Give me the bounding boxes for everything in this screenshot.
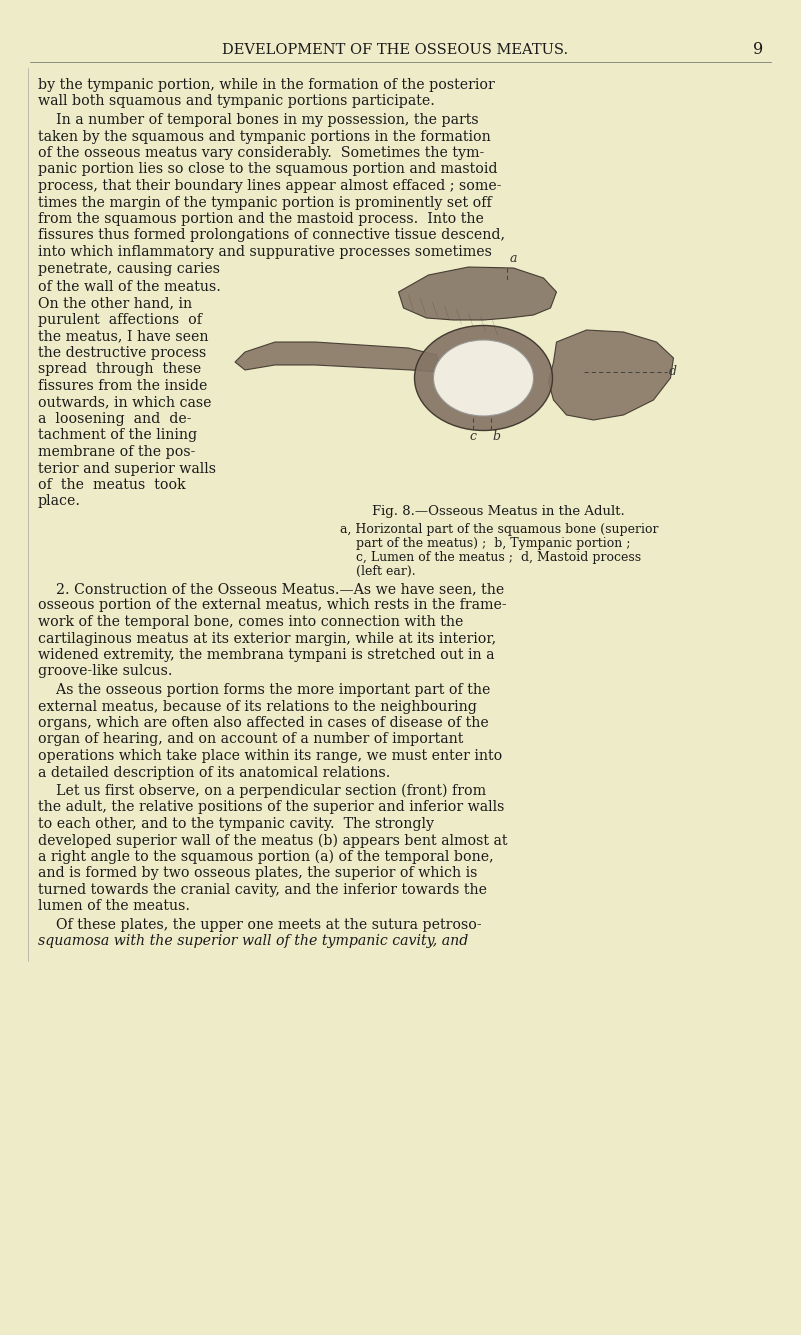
Bar	[235, 266, 762, 501]
Text: by the tympanic portion, while in the formation of the posterior: by the tympanic portion, while in the fo…	[38, 77, 495, 92]
Text: developed superior wall of the meatus (b) appears bent almost at: developed superior wall of the meatus (b…	[38, 833, 508, 848]
Text: As the osseous portion forms the more important part of the: As the osseous portion forms the more im…	[38, 684, 490, 697]
Text: penetrate, causing caries: penetrate, causing caries	[38, 262, 220, 275]
Text: DEVELOPMENT OF THE OSSEOUS MEATUS.: DEVELOPMENT OF THE OSSEOUS MEATUS.	[222, 43, 568, 57]
Text: organs, which are often also affected in cases of disease of the: organs, which are often also affected in…	[38, 716, 489, 730]
Polygon shape	[399, 267, 557, 320]
Text: of the wall of the meatus.: of the wall of the meatus.	[38, 280, 221, 294]
Text: a: a	[509, 252, 517, 266]
Text: 2. Construction of the Osseous Meatus.—As we have seen, the: 2. Construction of the Osseous Meatus.—A…	[38, 582, 505, 595]
Text: to each other, and to the tympanic cavity.  The strongly: to each other, and to the tympanic cavit…	[38, 817, 434, 830]
Text: taken by the squamous and tympanic portions in the formation: taken by the squamous and tympanic porti…	[38, 129, 491, 143]
Polygon shape	[549, 330, 674, 421]
Text: c, Lumen of the meatus ;  d, Mastoid process: c, Lumen of the meatus ; d, Mastoid proc…	[340, 551, 641, 563]
Text: the destructive process: the destructive process	[38, 346, 206, 360]
Text: c: c	[469, 430, 477, 443]
Text: a, Horizontal part of the squamous bone (superior: a, Horizontal part of the squamous bone …	[340, 523, 658, 535]
Text: squamosa with the superior wall of the tympanic cavity, and: squamosa with the superior wall of the t…	[38, 934, 469, 948]
Text: into which inflammatory and suppurative processes sometimes: into which inflammatory and suppurative …	[38, 246, 492, 259]
Text: 9: 9	[753, 41, 763, 59]
Text: and is formed by two osseous plates, the superior of which is: and is formed by two osseous plates, the…	[38, 866, 477, 881]
Text: process, that their boundary lines appear almost effaced ; some-: process, that their boundary lines appea…	[38, 179, 501, 194]
Text: wall both squamous and tympanic portions participate.: wall both squamous and tympanic portions…	[38, 95, 435, 108]
Text: terior and superior walls: terior and superior walls	[38, 462, 216, 475]
Text: b: b	[493, 430, 501, 443]
Text: place.: place.	[38, 494, 81, 509]
Text: external meatus, because of its relations to the neighbouring: external meatus, because of its relation…	[38, 700, 477, 713]
Text: organ of hearing, and on account of a number of important: organ of hearing, and on account of a nu…	[38, 733, 463, 746]
Ellipse shape	[433, 340, 533, 417]
Text: Fig. 8.—Osseous Meatus in the Adult.: Fig. 8.—Osseous Meatus in the Adult.	[372, 505, 625, 518]
Text: tachment of the lining: tachment of the lining	[38, 429, 197, 442]
Text: osseous portion of the external meatus, which rests in the frame-: osseous portion of the external meatus, …	[38, 598, 506, 613]
Text: In a number of temporal bones in my possession, the parts: In a number of temporal bones in my poss…	[38, 113, 479, 127]
Text: d: d	[669, 364, 677, 378]
Polygon shape	[235, 342, 441, 372]
Text: Of these plates, the upper one meets at the sutura petroso-: Of these plates, the upper one meets at …	[38, 918, 481, 932]
Text: from the squamous portion and the mastoid process.  Into the: from the squamous portion and the mastoi…	[38, 212, 484, 226]
Text: widened extremity, the membrana tympani is stretched out in a: widened extremity, the membrana tympani …	[38, 647, 494, 662]
Text: On the other hand, in: On the other hand, in	[38, 296, 192, 311]
Text: panic portion lies so close to the squamous portion and mastoid: panic portion lies so close to the squam…	[38, 163, 497, 176]
Text: the meatus, I have seen: the meatus, I have seen	[38, 330, 208, 343]
Text: membrane of the pos-: membrane of the pos-	[38, 445, 195, 459]
Text: Let us first observe, on a perpendicular section (front) from: Let us first observe, on a perpendicular…	[38, 784, 486, 798]
Text: (left ear).: (left ear).	[340, 565, 416, 578]
Ellipse shape	[414, 326, 553, 430]
Text: a  loosening  and  de-: a loosening and de-	[38, 413, 191, 426]
Text: spread  through  these: spread through these	[38, 363, 201, 376]
Text: work of the temporal bone, comes into connection with the: work of the temporal bone, comes into co…	[38, 615, 463, 629]
Text: the adult, the relative positions of the superior and inferior walls: the adult, the relative positions of the…	[38, 801, 505, 814]
Text: operations which take place within its range, we must enter into: operations which take place within its r…	[38, 749, 502, 764]
Text: fissures thus formed prolongations of connective tissue descend,: fissures thus formed prolongations of co…	[38, 228, 505, 243]
Text: outwards, in which case: outwards, in which case	[38, 395, 211, 410]
Text: fissures from the inside: fissures from the inside	[38, 379, 207, 392]
Text: cartilaginous meatus at its exterior margin, while at its interior,: cartilaginous meatus at its exterior mar…	[38, 631, 496, 646]
Text: of the osseous meatus vary considerably.  Sometimes the tym-: of the osseous meatus vary considerably.…	[38, 146, 485, 160]
Text: turned towards the cranial cavity, and the inferior towards the: turned towards the cranial cavity, and t…	[38, 882, 487, 897]
Text: times the margin of the tympanic portion is prominently set off: times the margin of the tympanic portion…	[38, 195, 492, 210]
Text: groove-like sulcus.: groove-like sulcus.	[38, 665, 172, 678]
Text: part of the meatus) ;  b, Tympanic portion ;: part of the meatus) ; b, Tympanic portio…	[340, 537, 630, 550]
Text: purulent  affections  of: purulent affections of	[38, 312, 202, 327]
Text: lumen of the meatus.: lumen of the meatus.	[38, 900, 190, 913]
Text: of  the  meatus  took: of the meatus took	[38, 478, 186, 493]
Text: a right angle to the squamous portion (a) of the temporal bone,: a right angle to the squamous portion (a…	[38, 850, 493, 864]
Text: a detailed description of its anatomical relations.: a detailed description of its anatomical…	[38, 765, 390, 780]
